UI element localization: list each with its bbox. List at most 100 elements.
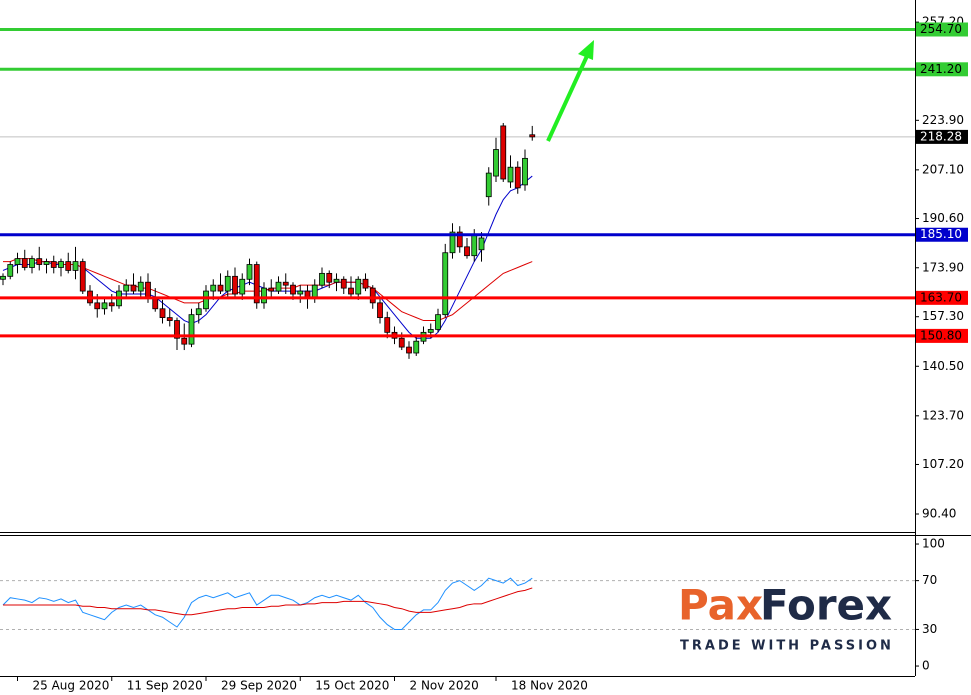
candle-body bbox=[406, 346, 412, 354]
candle-body bbox=[50, 261, 57, 268]
candle-body bbox=[101, 302, 108, 310]
candle-body bbox=[456, 231, 463, 248]
logo-left: Pax bbox=[678, 581, 763, 630]
candle-body bbox=[232, 275, 238, 295]
candle-body bbox=[369, 287, 376, 304]
trend-arrow bbox=[546, 40, 594, 142]
level-label: 241.20 bbox=[920, 62, 962, 76]
oscillator-line bbox=[2, 577, 533, 630]
level-label-box bbox=[916, 328, 968, 343]
candle-body bbox=[246, 264, 253, 280]
candle-body bbox=[471, 234, 478, 257]
candle-body bbox=[195, 308, 202, 316]
candle-body bbox=[217, 284, 224, 292]
last-price-label: 218.28 bbox=[920, 129, 962, 143]
y-tick-label: 0 bbox=[922, 659, 930, 673]
candle-body bbox=[166, 317, 173, 321]
y-tick-label: 30 bbox=[922, 622, 937, 636]
candle-body bbox=[210, 284, 217, 292]
candle-body bbox=[224, 275, 231, 292]
candle-body bbox=[464, 246, 470, 257]
candle-body bbox=[36, 258, 43, 265]
candle-body bbox=[435, 314, 441, 330]
candle-body bbox=[94, 302, 101, 310]
candle-body bbox=[485, 172, 492, 198]
y-tick-label: 90.40 bbox=[922, 507, 956, 521]
candle-body bbox=[522, 157, 528, 186]
candle-body bbox=[362, 278, 369, 289]
oscillator-line bbox=[3, 587, 533, 616]
candle-body bbox=[0, 275, 6, 280]
candle-body bbox=[311, 284, 318, 298]
candle-body bbox=[43, 261, 50, 265]
y-tick-label: 207.10 bbox=[922, 162, 964, 176]
x-tick-label: 29 Sep 2020 bbox=[221, 679, 297, 693]
candle-body bbox=[137, 281, 144, 292]
x-tick-label: 25 Aug 2020 bbox=[33, 679, 110, 693]
x-tick-label: 11 Sep 2020 bbox=[127, 679, 203, 693]
candle-body bbox=[268, 287, 275, 292]
y-tick-label: 157.30 bbox=[922, 309, 964, 323]
arrow-head bbox=[578, 40, 594, 60]
candle-body bbox=[282, 281, 289, 286]
candle-body bbox=[340, 278, 347, 289]
candle-body bbox=[7, 264, 14, 277]
x-tick-label: 18 Nov 2020 bbox=[511, 679, 588, 693]
candle-body bbox=[21, 258, 28, 268]
candle-body bbox=[261, 287, 267, 304]
candle-body bbox=[493, 149, 499, 177]
candle-body bbox=[239, 278, 246, 295]
candle-body bbox=[500, 125, 507, 180]
y-tick-label: 70 bbox=[922, 573, 937, 587]
level-label: 254.70 bbox=[920, 22, 962, 36]
candle-body bbox=[65, 261, 72, 271]
y-tick-label: 100 bbox=[922, 537, 945, 551]
level-label: 185.10 bbox=[920, 227, 962, 241]
candle-body bbox=[29, 258, 35, 268]
y-tick-label: 223.90 bbox=[922, 113, 964, 127]
candle-body bbox=[145, 281, 151, 298]
candle-body bbox=[72, 261, 79, 271]
candle-body bbox=[275, 281, 282, 292]
level-label-box bbox=[916, 290, 968, 305]
candle-body bbox=[348, 287, 354, 295]
candle-body bbox=[427, 329, 434, 333]
candle-body bbox=[297, 290, 304, 295]
y-tick-label: 140.50 bbox=[922, 359, 964, 373]
level-label: 163.70 bbox=[920, 290, 962, 304]
candle-body bbox=[442, 252, 449, 316]
candle-body bbox=[79, 261, 86, 292]
candle-body bbox=[181, 337, 188, 345]
level-label-box bbox=[916, 22, 968, 37]
candle-body bbox=[529, 134, 536, 138]
candle-body bbox=[130, 284, 137, 292]
candle-body bbox=[290, 284, 296, 295]
candle-body bbox=[413, 340, 420, 354]
candle-body bbox=[253, 264, 260, 304]
candle-body bbox=[377, 302, 383, 319]
logo-right: Forex bbox=[760, 581, 892, 630]
candle-body bbox=[174, 320, 180, 339]
candle-body bbox=[203, 290, 209, 310]
arrow-shaft bbox=[546, 55, 589, 142]
logo-tagline: TRADE WITH PASSION bbox=[680, 639, 894, 654]
y-tick-label: 107.20 bbox=[922, 457, 964, 471]
candle-body bbox=[319, 272, 325, 286]
candle-body bbox=[58, 261, 64, 268]
logo: Pax Forex TRADE WITH PASSION bbox=[678, 581, 894, 654]
x-tick-label: 15 Oct 2020 bbox=[315, 679, 389, 693]
y-tick-label: 123.70 bbox=[922, 408, 964, 422]
candle-body bbox=[514, 166, 521, 189]
candle-body bbox=[159, 308, 166, 319]
moving-average bbox=[3, 258, 533, 322]
candle-body bbox=[188, 314, 195, 345]
level-label-box bbox=[916, 62, 968, 77]
candle-body bbox=[326, 272, 333, 283]
candle-body bbox=[384, 317, 391, 333]
candle-body bbox=[449, 231, 456, 254]
candle-body bbox=[398, 337, 405, 348]
y-tick-label: 190.60 bbox=[922, 211, 964, 225]
level-label: 150.80 bbox=[920, 328, 962, 342]
candle-body bbox=[14, 258, 21, 265]
candle-body bbox=[507, 166, 514, 183]
